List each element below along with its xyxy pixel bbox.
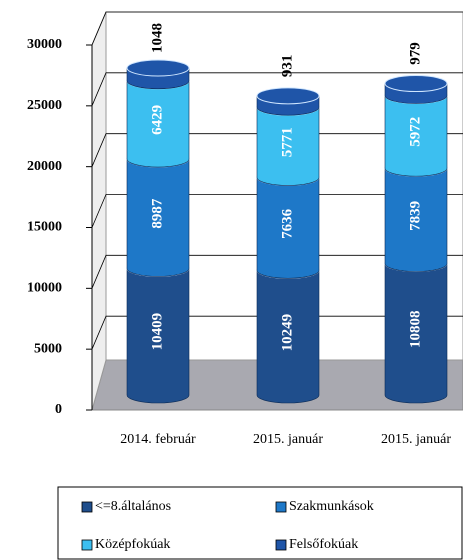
value-label: 10808: [407, 311, 423, 349]
bar-top: [256, 87, 320, 105]
x-tick-label: 2015. január: [381, 432, 451, 447]
bar-segment: [384, 263, 448, 404]
legend-swatch: [81, 501, 93, 513]
value-label: 10409: [149, 313, 165, 351]
y-tick-label: 30000: [27, 37, 62, 52]
value-label: 5972: [407, 117, 423, 147]
x-tick-label: 2014. február: [120, 432, 196, 447]
bar-segment: [126, 268, 190, 404]
value-label: 10249: [279, 314, 295, 352]
y-tick-label: 5000: [34, 341, 62, 356]
grid-line: [91, 72, 463, 106]
legend-swatch: [275, 539, 287, 551]
y-tick-label: 15000: [27, 220, 62, 235]
legend-swatch: [275, 501, 287, 513]
bar-segment: [384, 167, 448, 272]
y-tick-label: 25000: [27, 98, 62, 113]
bar-segment: [256, 106, 320, 186]
value-label: 931: [279, 55, 295, 78]
legend-label: Középfokúak: [95, 537, 170, 552]
bar-segment: [126, 158, 190, 277]
y-tick-label: 10000: [27, 281, 62, 296]
x-tick-label: 2015. január: [253, 432, 323, 447]
value-label: 7636: [279, 208, 295, 239]
value-label: 6429: [149, 105, 165, 135]
grid-line: [91, 133, 463, 167]
y-tick-label: 20000: [27, 159, 62, 174]
grid-line: [91, 194, 463, 228]
legend-label: Szakmunkások: [289, 499, 374, 514]
bar-segment: [126, 80, 190, 168]
legend-swatch: [81, 539, 93, 551]
bar-segment: [384, 95, 448, 177]
value-label: 7839: [407, 201, 423, 231]
value-label: 1048: [149, 23, 165, 53]
legend-label: <=8.általános: [95, 499, 171, 514]
bar-top: [126, 59, 190, 77]
legend: [57, 486, 463, 560]
bar-top: [384, 75, 448, 93]
bar-segment: [256, 177, 320, 279]
grid-line: [91, 11, 463, 46]
y-tick-label: 0: [55, 402, 62, 417]
legend-label: Felsőfokúak: [289, 537, 358, 552]
value-label: 5771: [279, 127, 295, 157]
grid-line: [91, 254, 463, 289]
bar-segment: [256, 270, 320, 404]
value-label: 8987: [149, 198, 165, 229]
grid-line: [91, 315, 463, 350]
value-label: 979: [407, 42, 423, 64]
